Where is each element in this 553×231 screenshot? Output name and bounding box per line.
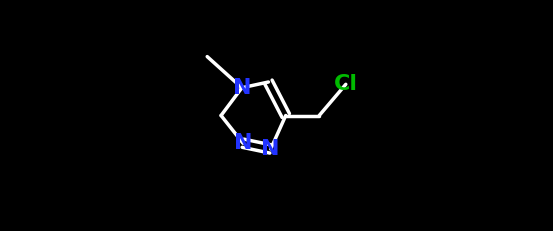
Text: Cl: Cl: [326, 67, 365, 101]
Text: N: N: [234, 133, 252, 153]
Text: Cl: Cl: [334, 74, 358, 94]
Text: N: N: [228, 126, 258, 160]
Text: N: N: [227, 71, 257, 105]
Text: N: N: [233, 78, 251, 98]
Text: N: N: [255, 132, 286, 166]
Text: N: N: [262, 139, 280, 159]
